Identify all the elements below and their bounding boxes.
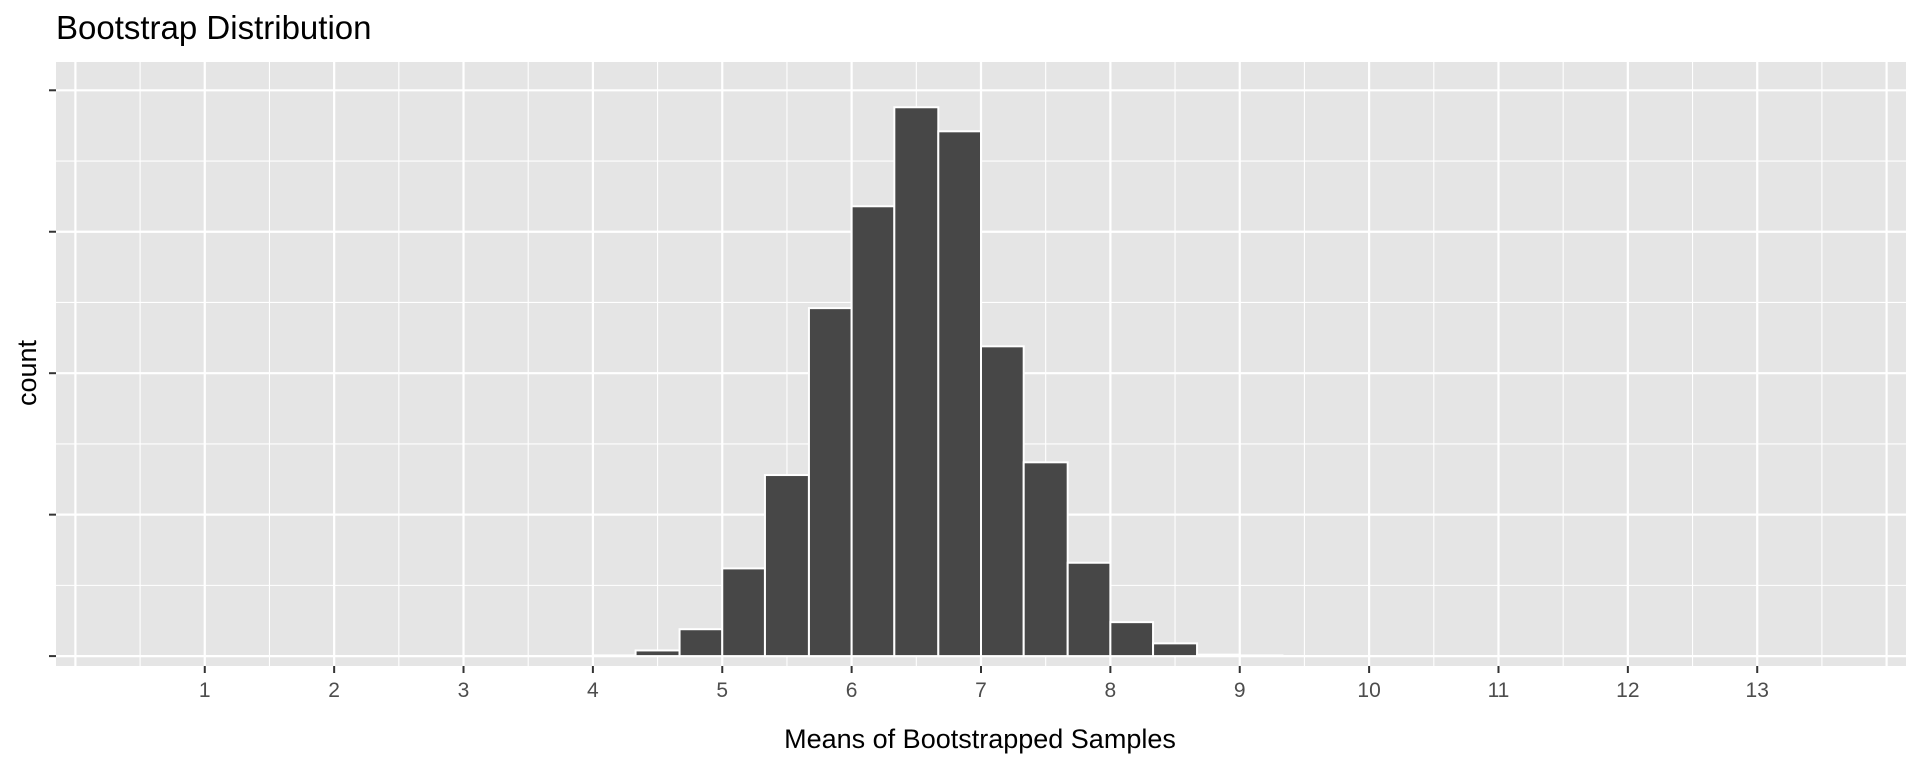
x-tick-label: 2 xyxy=(328,679,340,702)
chart-title: Bootstrap Distribution xyxy=(56,9,371,46)
x-tick-label: 8 xyxy=(1105,679,1117,702)
histogram-bar xyxy=(1152,642,1199,658)
histogram-bar xyxy=(807,307,853,658)
y-axis-title: count xyxy=(12,339,42,406)
histogram-bar xyxy=(763,474,810,658)
histogram-bar xyxy=(850,205,896,658)
histogram-bar xyxy=(1238,654,1284,658)
x-tick-label: 13 xyxy=(1746,679,1769,702)
x-tick-label: 11 xyxy=(1488,679,1510,702)
histogram-bar xyxy=(893,106,940,658)
x-tick-label: 9 xyxy=(1234,679,1246,702)
histogram-bar xyxy=(1196,653,1241,658)
x-tick-label: 10 xyxy=(1357,679,1380,702)
x-tick-label: 12 xyxy=(1616,679,1639,702)
histogram-bar xyxy=(1022,461,1069,658)
histogram-bar xyxy=(980,345,1025,658)
x-tick-label: 4 xyxy=(587,679,599,702)
histogram-bar xyxy=(1066,561,1112,658)
x-tick-label: 5 xyxy=(716,679,728,702)
x-tick-label: 7 xyxy=(975,679,987,702)
histogram-bar xyxy=(634,649,681,658)
histogram-bars xyxy=(591,106,1284,658)
histogram-bar xyxy=(678,628,724,658)
histogram-bar xyxy=(1109,621,1155,658)
x-tick-label: 1 xyxy=(199,679,211,702)
axes: 1 2 3 4 5 6 7 8 9 10 11 12 13 xyxy=(49,89,1769,702)
histogram-bar xyxy=(937,130,982,658)
x-axis-title: Means of Bootstrapped Samples xyxy=(784,724,1176,754)
x-tick-label: 6 xyxy=(846,679,858,702)
x-tick-label: 3 xyxy=(458,679,470,702)
histogram-bar xyxy=(721,567,766,658)
histogram-bar xyxy=(591,654,637,658)
